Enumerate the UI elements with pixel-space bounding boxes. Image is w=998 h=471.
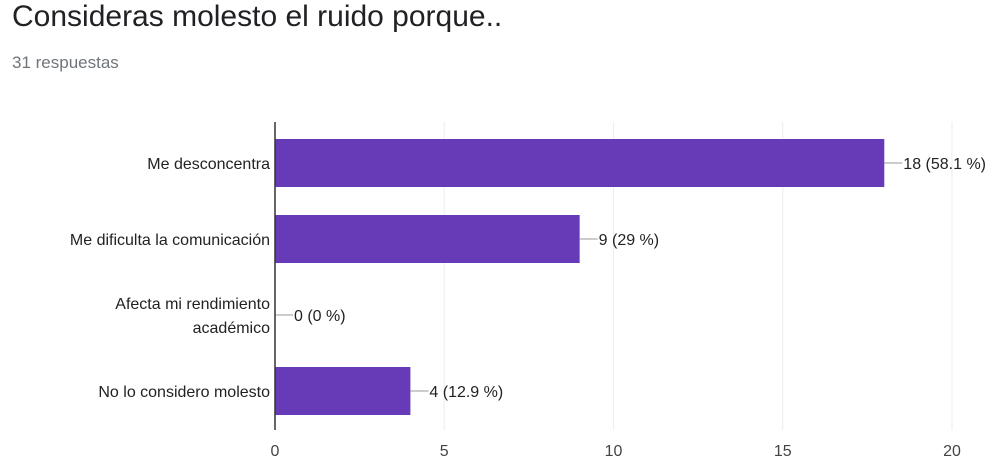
x-tick-label: 10 (605, 443, 623, 460)
value-label: 9 (29 %) (599, 232, 659, 249)
x-tick-label: 0 (271, 443, 280, 460)
bar[interactable] (275, 367, 411, 415)
category-label: Afecta mi rendimiento (115, 296, 270, 313)
bar[interactable] (275, 215, 580, 263)
value-label: 18 (58.1 %) (903, 156, 986, 173)
chart-title: Consideras molesto el ruido porque.. (12, 0, 503, 33)
value-label: 4 (12.9 %) (429, 384, 503, 401)
category-label: No lo considero molesto (98, 384, 270, 401)
bar[interactable] (275, 139, 885, 187)
x-tick-label: 20 (943, 443, 961, 460)
category-label: Me desconcentra (147, 156, 270, 173)
x-tick-label: 15 (774, 443, 792, 460)
category-label: Me dificulta la comunicación (70, 232, 270, 249)
response-count: 31 respuestas (12, 53, 119, 72)
category-label: académico (193, 320, 270, 337)
x-tick-label: 5 (440, 443, 449, 460)
value-label: 0 (0 %) (294, 308, 346, 325)
